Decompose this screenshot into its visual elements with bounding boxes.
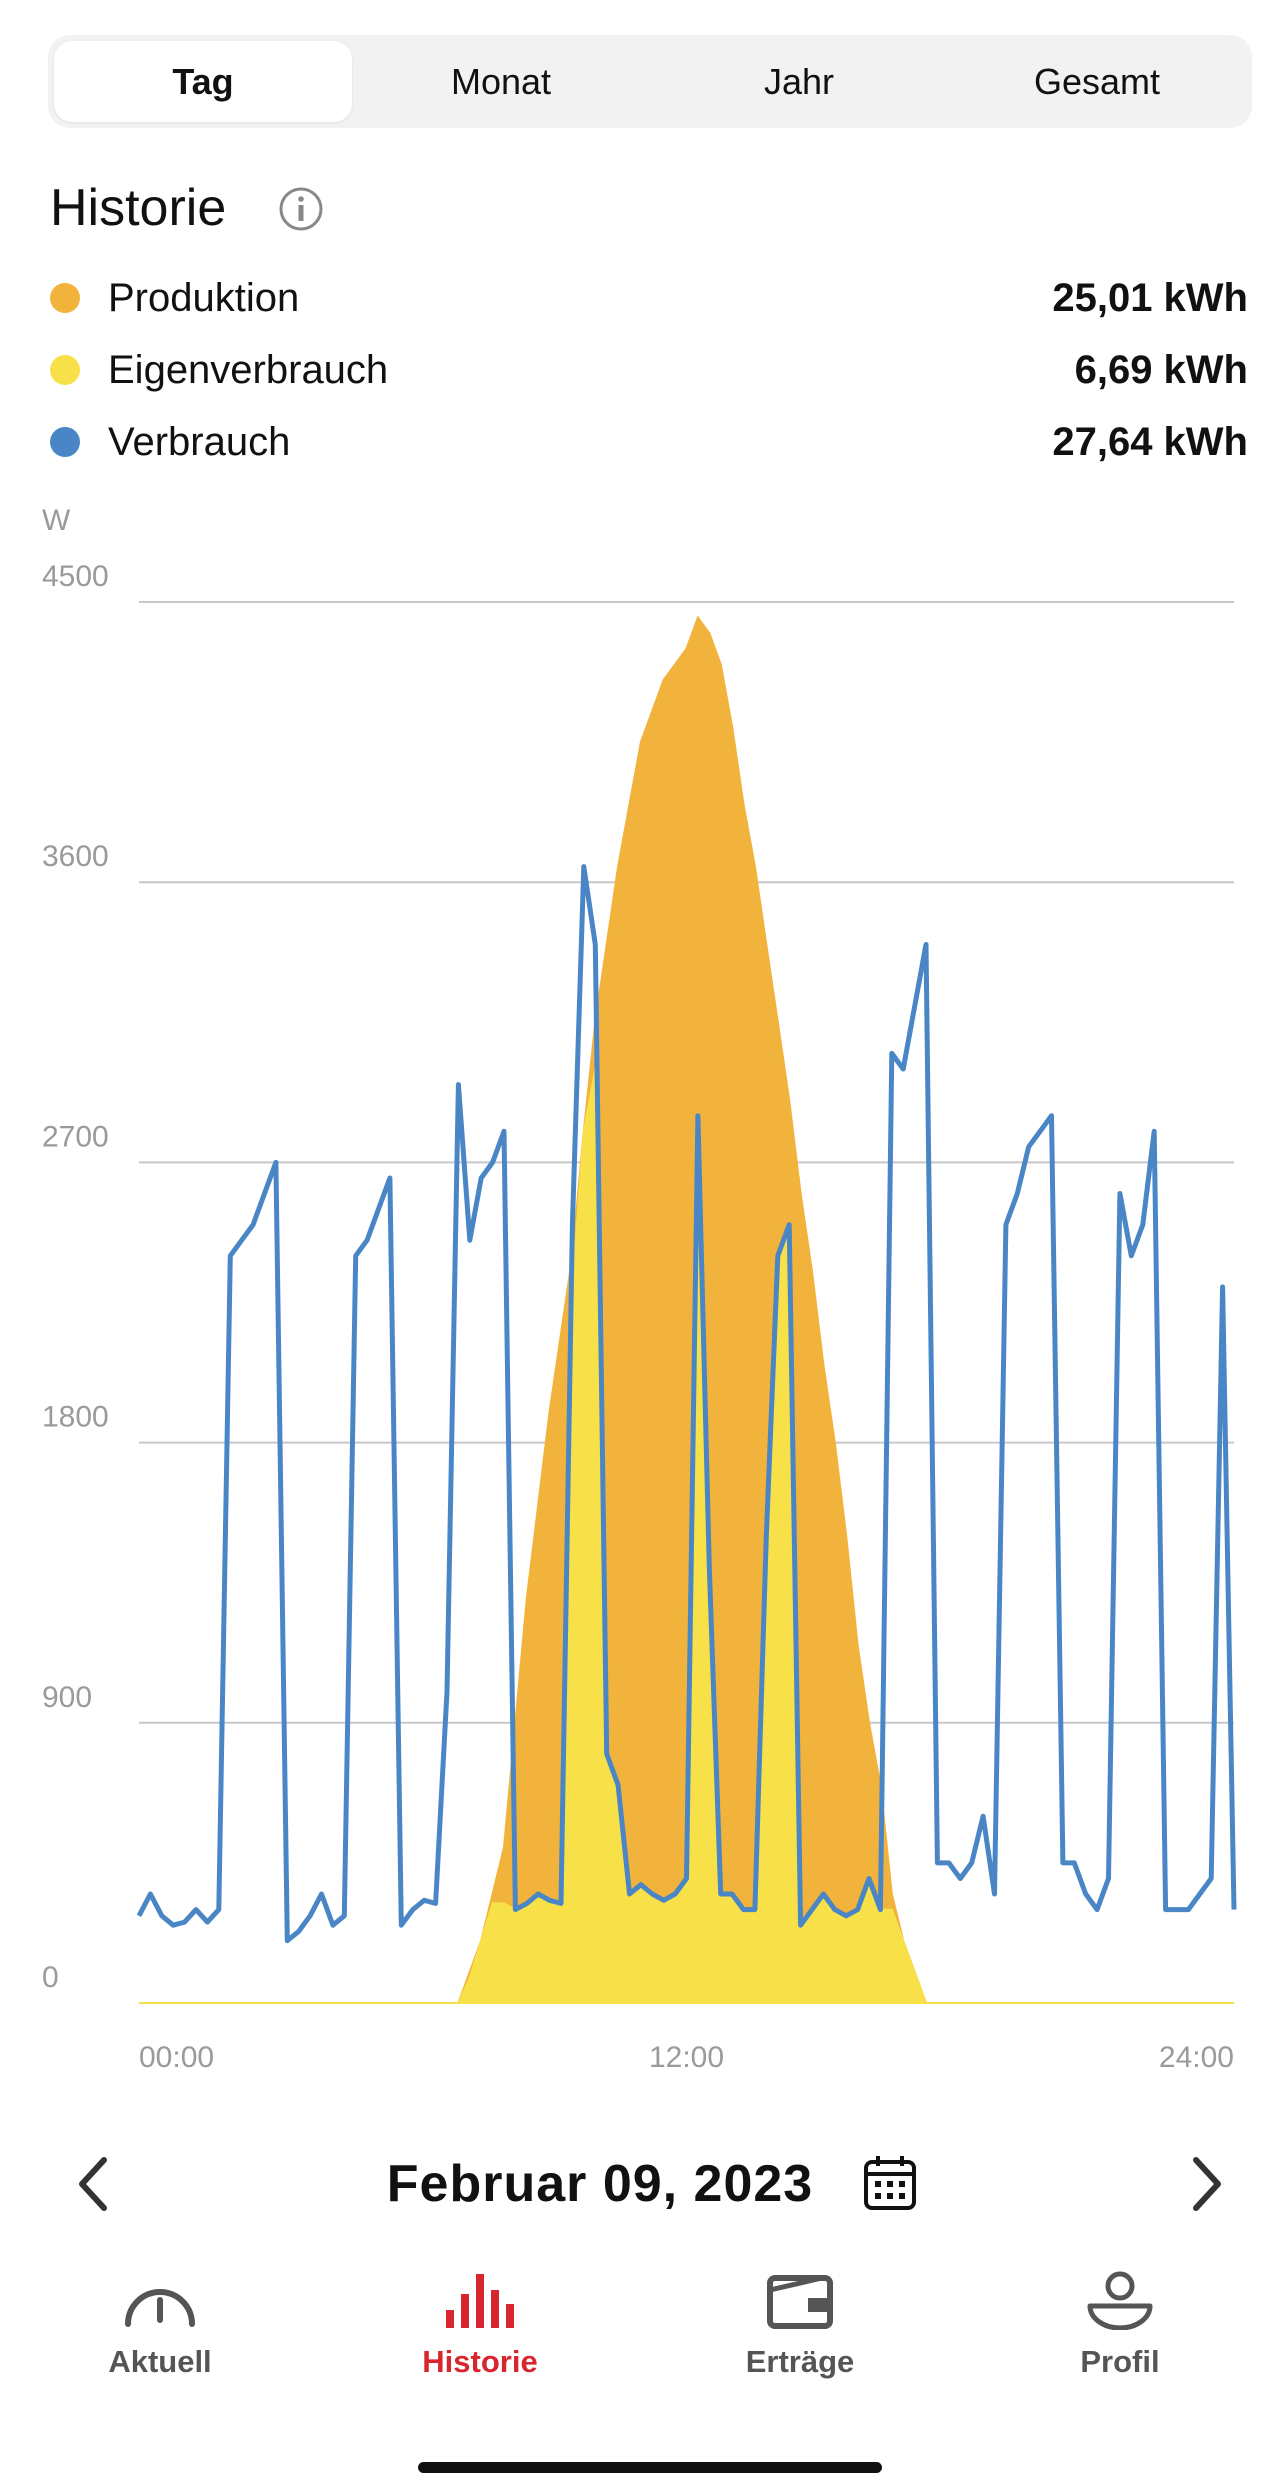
y-tick-label: 0 bbox=[42, 1961, 59, 1994]
date-selector: Februar 09, 2023 bbox=[0, 2140, 1280, 2224]
wallet-icon bbox=[767, 2275, 833, 2329]
bars-icon bbox=[446, 2274, 514, 2328]
y-tick-label: 2700 bbox=[42, 1120, 109, 1153]
nav-label: Historie bbox=[422, 2344, 538, 2379]
legend-marker bbox=[50, 283, 80, 313]
line bbox=[136, 864, 1237, 1944]
tab[interactable]: Tag bbox=[54, 41, 352, 122]
x-tick-label: 12:00 bbox=[649, 2041, 724, 2074]
legend-label: Verbrauch bbox=[108, 419, 291, 464]
nav-item[interactable]: Aktuell bbox=[0, 2270, 320, 2380]
home-indicator bbox=[418, 2462, 882, 2473]
x-tick-label: 00:00 bbox=[139, 2041, 214, 2074]
tab[interactable]: Monat bbox=[450, 60, 552, 102]
legend-item: Produktion 25,01 kWh bbox=[48, 262, 1248, 334]
tab[interactable]: Gesamt bbox=[1033, 60, 1161, 102]
legend-label: Produktion bbox=[108, 275, 300, 320]
nav-label: Aktuell bbox=[108, 2344, 212, 2379]
nav-item[interactable]: Profil bbox=[960, 2270, 1280, 2380]
calendar-icon[interactable] bbox=[862, 2154, 918, 2212]
legend-item: Eigenverbrauch 6,69 kWh bbox=[48, 334, 1248, 406]
tab[interactable]: Jahr bbox=[763, 60, 835, 102]
profile-icon bbox=[1087, 2271, 1153, 2330]
info-icon[interactable] bbox=[278, 186, 324, 232]
legend: Produktion 25,01 kWh Eigenverbrauch 6,69 kW… bbox=[48, 262, 1248, 478]
legend-item: Verbrauch 27,64 kWh bbox=[48, 406, 1248, 478]
nav-label: Profil bbox=[1080, 2344, 1160, 2379]
section-title: Historie bbox=[50, 179, 227, 237]
legend-marker bbox=[50, 355, 80, 385]
y-tick-label: 4500 bbox=[42, 560, 109, 593]
y-tick-label: 3600 bbox=[42, 840, 109, 873]
y-axis-label: W bbox=[42, 504, 71, 537]
y-tick-label: 1800 bbox=[42, 1401, 109, 1434]
chart: W 0 900 1800 2700 3600 4500 00:00 12:00 24:00 bbox=[42, 504, 1237, 2074]
next-day[interactable] bbox=[1186, 2156, 1226, 2212]
legend-total: 27,64 kWh bbox=[1052, 419, 1248, 464]
legend-marker bbox=[50, 427, 80, 457]
nav-item[interactable]: Historie bbox=[320, 2270, 640, 2380]
x-tick-label: 24:00 bbox=[1159, 2041, 1234, 2074]
date-label[interactable]: Februar 09, 2023 bbox=[386, 2155, 814, 2213]
legend-total: 25,01 kWh bbox=[1052, 275, 1248, 320]
y-tick-label: 900 bbox=[42, 1681, 92, 1714]
nav-label: Erträge bbox=[745, 2344, 855, 2379]
tab-bar: Aktuell Historie Erträge Profil bbox=[0, 2270, 1280, 2380]
legend-total: 6,69 kWh bbox=[1074, 347, 1248, 392]
legend-label: Eigenverbrauch bbox=[108, 347, 389, 392]
period-tabs: Tag Monat Jahr Gesamt bbox=[48, 35, 1252, 128]
prev-day[interactable] bbox=[74, 2156, 114, 2212]
nav-item[interactable]: Erträge bbox=[640, 2270, 960, 2380]
gauge-icon bbox=[125, 2289, 195, 2327]
